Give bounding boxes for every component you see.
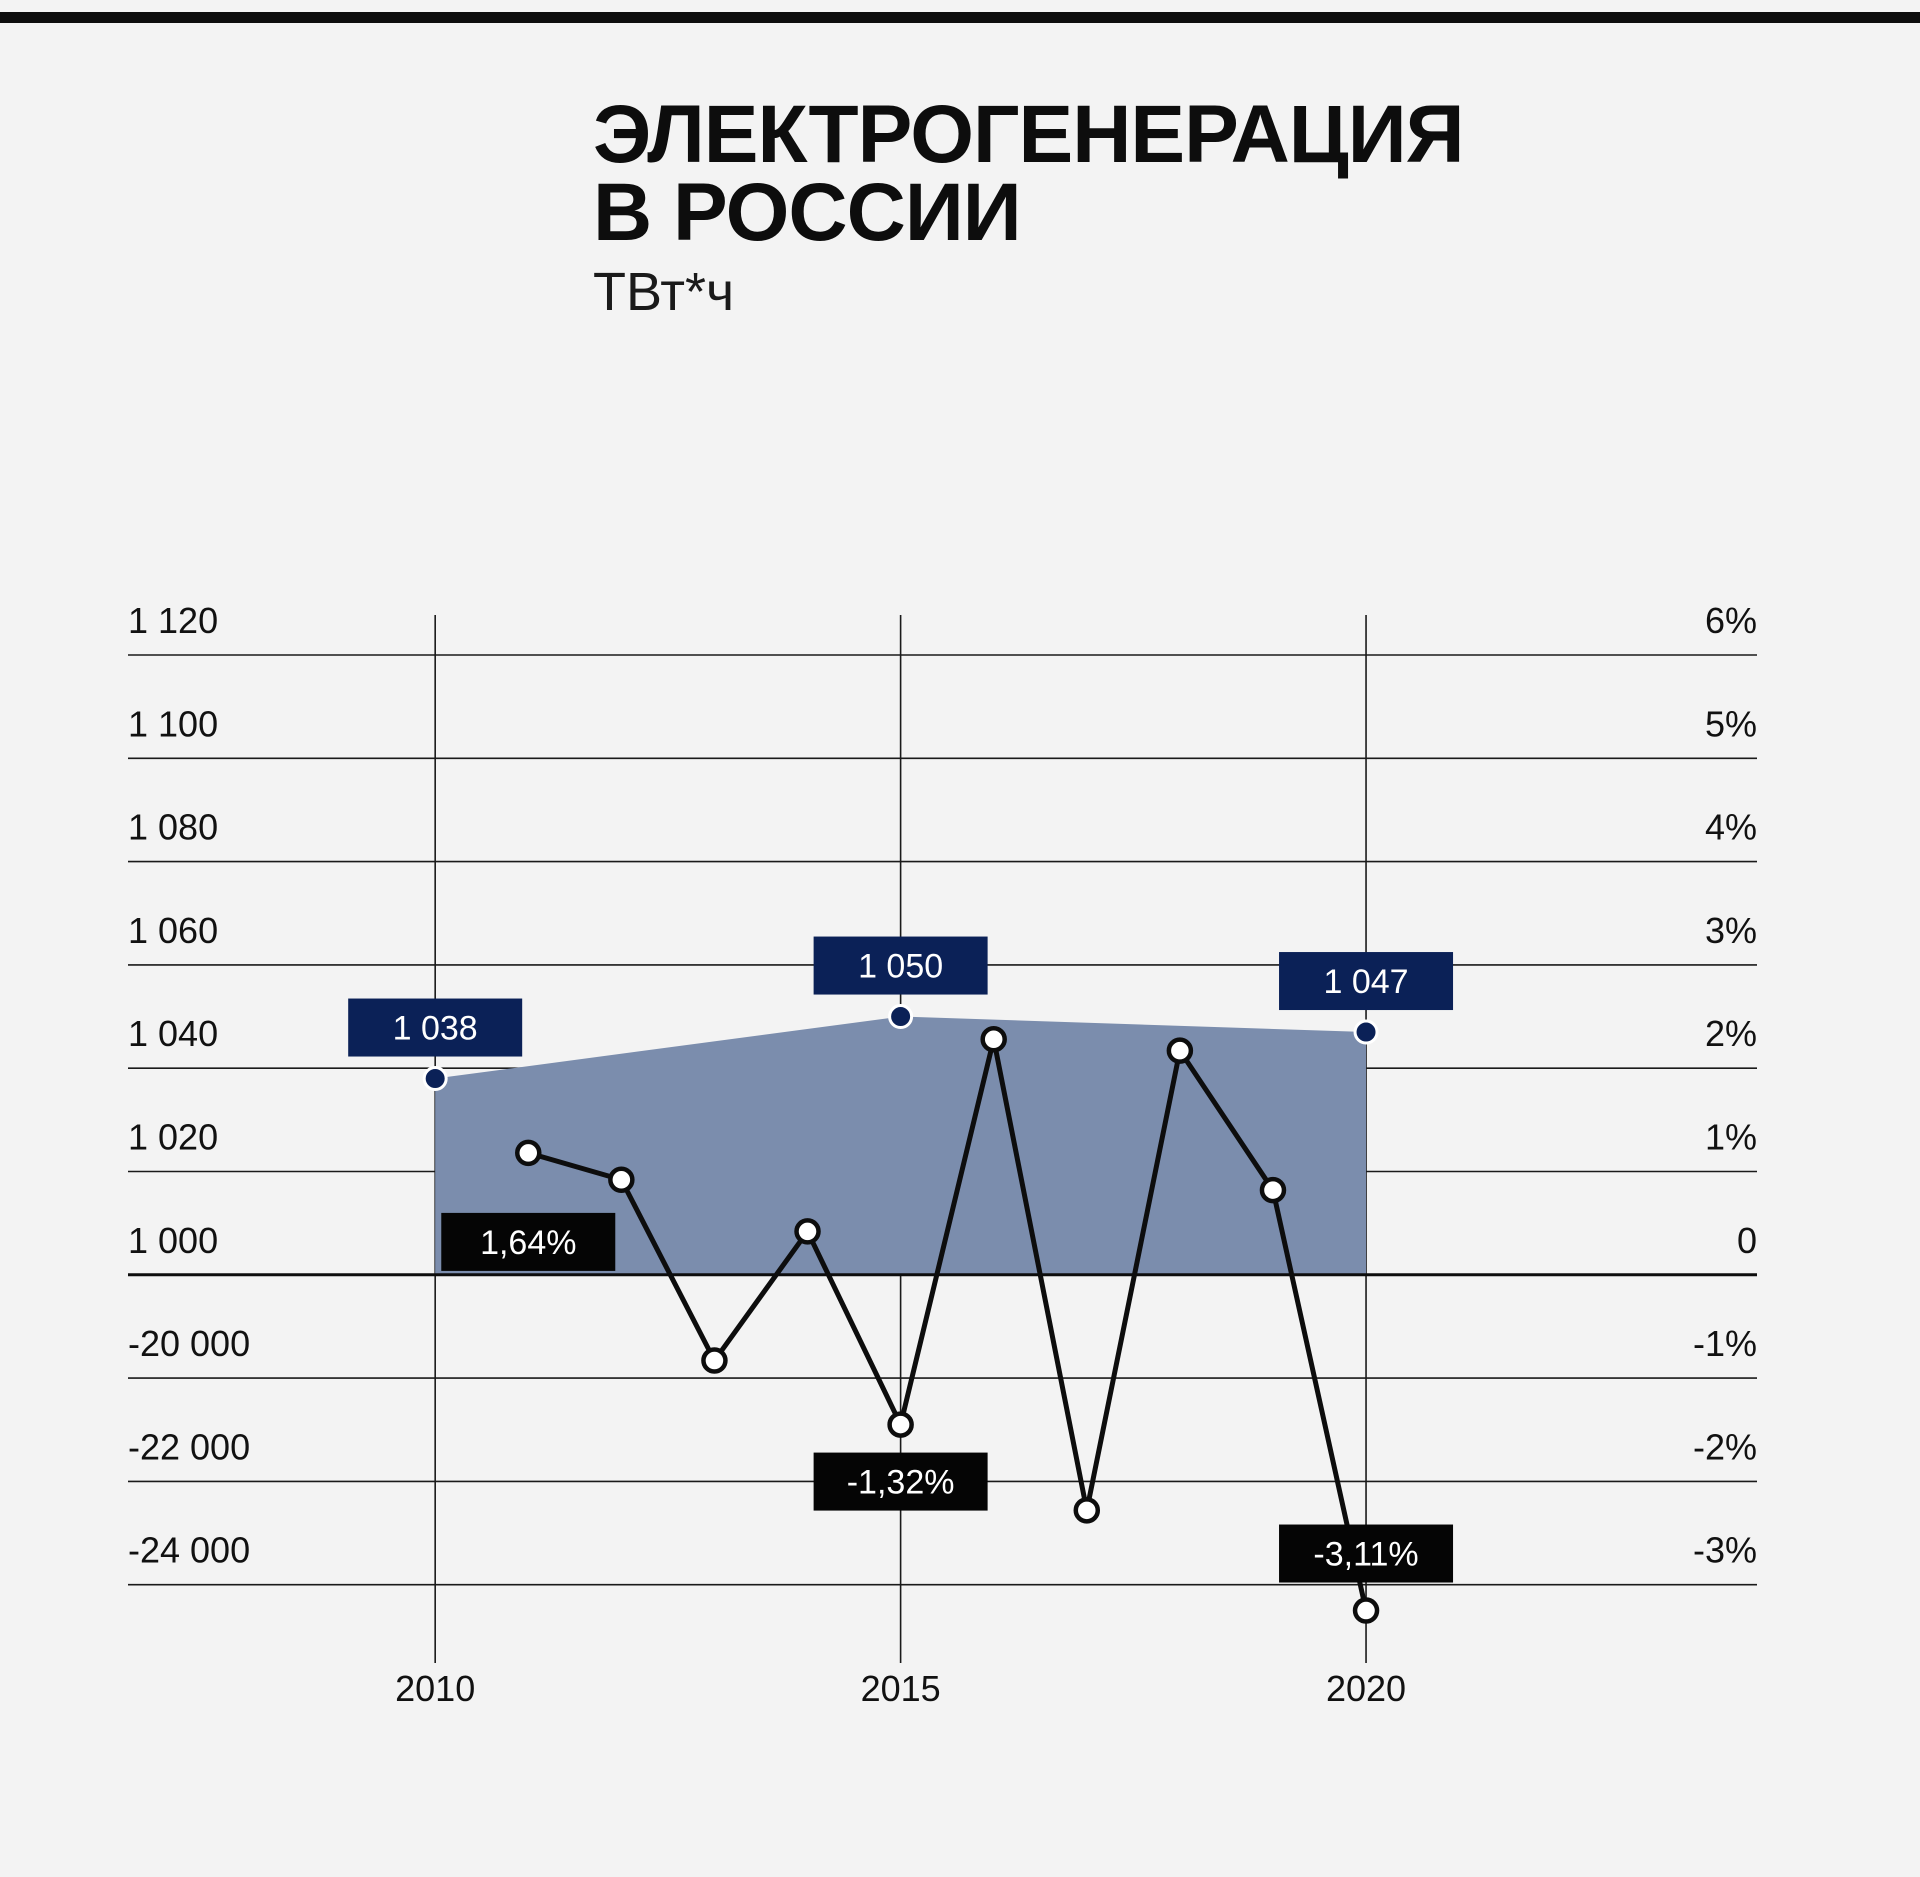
- growth-point-2011: [515, 1139, 542, 1167]
- right-axis-tick: 5%: [1705, 703, 1757, 744]
- left-axis-tick: 1 020: [128, 1117, 218, 1158]
- x-axis-labels: 2010 2015 2020: [395, 1668, 1406, 1709]
- right-axis-tick: 3%: [1705, 910, 1757, 951]
- right-axis-labels: 6% 5% 4% 3% 2% 1% 0 -1% -2% -3%: [1693, 600, 1757, 1571]
- pct-label-box-2015: [813, 1452, 988, 1511]
- right-axis-tick: -2%: [1693, 1426, 1757, 1467]
- left-axis-tick: 1 100: [128, 703, 218, 744]
- title-block: ЭЛЕКТРОГЕНЕРАЦИЯ В РОССИИ ТВт*ч: [593, 89, 1465, 323]
- chart-title-line1: ЭЛЕКТРОГЕНЕРАЦИЯ: [593, 89, 1465, 180]
- left-axis-tick: 1 040: [128, 1013, 218, 1054]
- area-fill: [435, 1016, 1367, 1275]
- value-label-box-2010: [348, 998, 523, 1057]
- x-axis-tick-2010: 2010: [395, 1668, 475, 1709]
- line-series: [515, 1026, 1380, 1624]
- left-axis-tick: 1 060: [128, 910, 218, 951]
- growth-point-2014: [794, 1218, 821, 1245]
- right-axis-tick: 2%: [1705, 1013, 1757, 1054]
- area-marker-2010: [422, 1066, 448, 1092]
- area-marker-2015: [888, 1004, 914, 1030]
- value-label-2010: 1 038: [393, 1010, 478, 1048]
- value-label-2015: 1 050: [858, 948, 943, 986]
- pct-label-box-2011: [441, 1212, 616, 1271]
- callouts: 1 038 1 050 1 047 1,64% -1,32% -3,11%: [348, 936, 1454, 1583]
- area-marker-2020: [1353, 1019, 1379, 1045]
- pct-label-2011: 1,64%: [480, 1224, 576, 1262]
- right-axis-tick: 0: [1737, 1220, 1757, 1261]
- left-axis-tick: -20 000: [128, 1323, 250, 1364]
- right-axis-tick: 1%: [1705, 1117, 1757, 1158]
- x-axis-tick-2020: 2020: [1326, 1668, 1406, 1709]
- growth-point-2017: [1073, 1497, 1101, 1524]
- left-axis-tick: -22 000: [128, 1426, 250, 1467]
- pct-label-box-2020: [1279, 1524, 1454, 1583]
- pct-label-2015: -1,32%: [847, 1464, 955, 1502]
- right-axis-tick: 4%: [1705, 807, 1757, 848]
- value-label-box-2015: [813, 936, 988, 995]
- left-axis-tick: -24 000: [128, 1530, 250, 1571]
- right-axis-tick: -1%: [1693, 1323, 1757, 1364]
- growth-point-2012: [608, 1166, 635, 1194]
- left-axis-labels: 1 120 1 100 1 080 1 060 1 040 1 020 1 000 -20 0…: [128, 600, 250, 1571]
- left-axis-tick: 1 120: [128, 600, 218, 641]
- growth-point-2018: [1166, 1037, 1194, 1064]
- pct-label-2020: -3,11%: [1313, 1536, 1418, 1574]
- left-axis-tick: 1 080: [128, 807, 218, 848]
- growth-point-2016: [980, 1026, 1007, 1053]
- growth-point-2013: [701, 1347, 728, 1374]
- x-axis-tick-2015: 2015: [861, 1668, 941, 1709]
- chart-title-line2: В РОССИИ: [593, 167, 1022, 258]
- growth-point-2020: [1352, 1597, 1380, 1624]
- right-axis-tick: -3%: [1693, 1530, 1757, 1571]
- value-label-box-2020: [1279, 952, 1454, 1011]
- left-axis-tick: 1 000: [128, 1220, 218, 1261]
- top-rule: [0, 12, 1920, 23]
- growth-point-2019: [1259, 1176, 1287, 1204]
- chart-subtitle: ТВт*ч: [593, 262, 735, 322]
- growth-point-2015: [887, 1411, 914, 1438]
- right-axis-tick: 6%: [1705, 600, 1757, 641]
- growth-line: [527, 1036, 1369, 1612]
- area-series: [422, 1004, 1379, 1275]
- value-label-2020: 1 047: [1323, 963, 1408, 1001]
